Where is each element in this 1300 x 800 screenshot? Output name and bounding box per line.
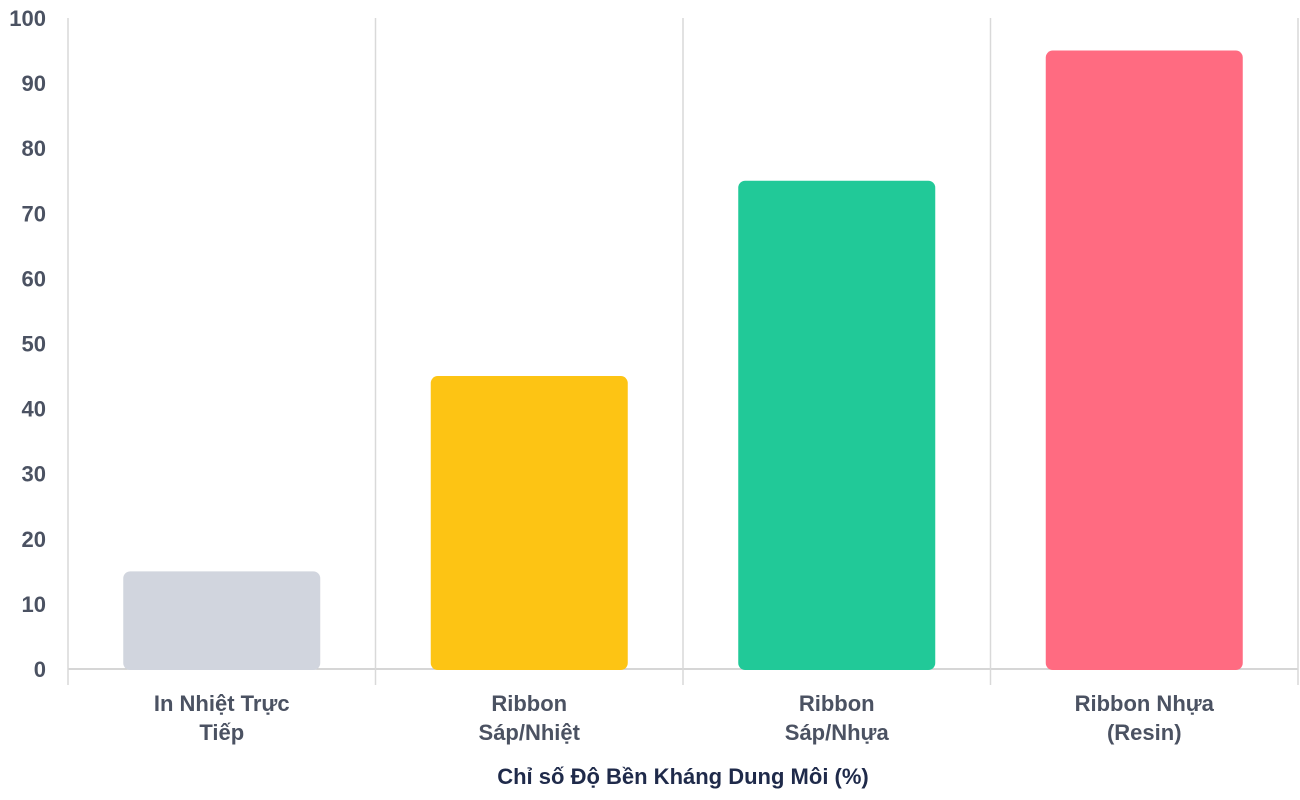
y-tick-label: 90 xyxy=(22,71,46,96)
y-tick-label: 20 xyxy=(22,527,46,552)
y-tick-label: 0 xyxy=(34,657,46,682)
y-tick-label: 80 xyxy=(22,136,46,161)
y-tick-label: 40 xyxy=(22,397,46,422)
x-category-label: Ribbon Nhựa (Resin) xyxy=(1075,691,1215,745)
y-tick-label: 50 xyxy=(22,332,46,357)
bar xyxy=(123,571,321,670)
y-tick-label: 70 xyxy=(22,201,46,226)
bar-layer xyxy=(123,50,1243,671)
x-category-label: In Nhiệt Trực Tiếp xyxy=(154,691,290,745)
y-axis-ticks: 0 10 20 30 40 50 60 70 80 90 100 xyxy=(9,6,46,682)
x-axis-title: Chỉ số Độ Bền Kháng Dung Môi (%) xyxy=(497,764,869,789)
y-tick-label: 60 xyxy=(22,266,46,291)
x-category-label: Ribbon Sáp/Nhựa xyxy=(785,691,890,745)
bar xyxy=(1045,50,1243,671)
bar xyxy=(430,376,628,670)
y-tick-label: 100 xyxy=(9,6,46,31)
y-tick-label: 30 xyxy=(22,462,46,487)
bar xyxy=(738,180,936,670)
y-tick-label: 10 xyxy=(22,592,46,617)
x-axis-categories: In Nhiệt Trực Tiếp Ribbon Sáp/Nhiệt Ribbon Sá… xyxy=(154,691,1215,745)
x-category-label: Ribbon Sáp/Nhiệt xyxy=(479,691,581,745)
